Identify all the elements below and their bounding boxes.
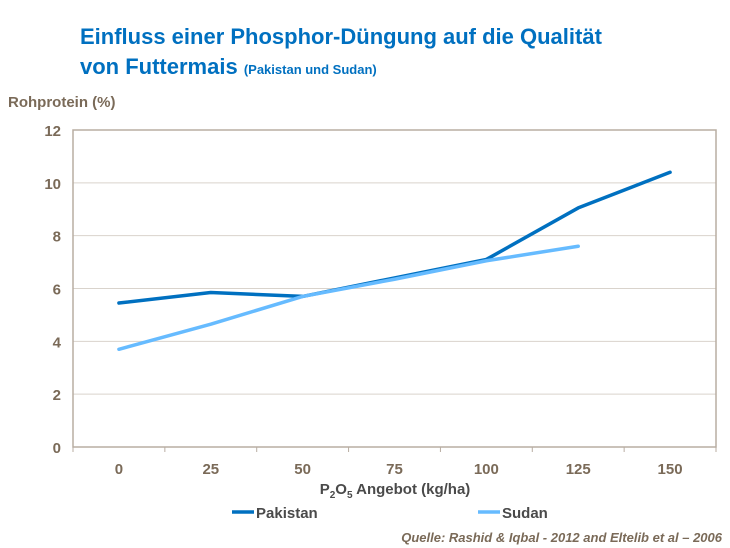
x-tick-label: 125 bbox=[566, 461, 591, 478]
y-tick-label: 8 bbox=[53, 229, 61, 246]
x-tick-label: 75 bbox=[386, 461, 403, 478]
y-tick-label: 6 bbox=[53, 282, 61, 299]
title-line2: von Futtermais bbox=[80, 54, 238, 79]
legend-label-pakistan: Pakistan bbox=[256, 505, 318, 522]
x-axis-label: P2O5 Angebot (kg/ha) bbox=[319, 481, 471, 501]
series-line-pakistan bbox=[117, 170, 672, 305]
y-tick-label: 10 bbox=[44, 176, 61, 193]
y-tick-label: 4 bbox=[53, 334, 62, 351]
x-tick-label: 50 bbox=[294, 461, 311, 478]
x-tick-label: 0 bbox=[115, 461, 123, 478]
title-subtitle: (Pakistan und Sudan) bbox=[243, 62, 377, 77]
x-tick-label: 100 bbox=[474, 461, 499, 478]
y-tick-label: 0 bbox=[53, 440, 61, 457]
y-axis-label: Rohprotein (%) bbox=[8, 94, 116, 111]
chart-title: Einfluss einer Phosphor-Düngung auf die … bbox=[80, 22, 602, 85]
title-line1: Einfluss einer Phosphor-Düngung auf die … bbox=[80, 24, 602, 49]
y-tick-label: 12 bbox=[44, 123, 61, 140]
plot-frame bbox=[72, 129, 717, 448]
legend-label-sudan: Sudan bbox=[502, 505, 548, 522]
source-note: Quelle: Rashid & Iqbal - 2012 and Elteli… bbox=[401, 530, 722, 545]
y-tick-label: 2 bbox=[53, 387, 61, 404]
x-tick-label: 150 bbox=[658, 461, 683, 478]
x-tick-label: 25 bbox=[202, 461, 219, 478]
series-line-sudan bbox=[117, 244, 580, 352]
